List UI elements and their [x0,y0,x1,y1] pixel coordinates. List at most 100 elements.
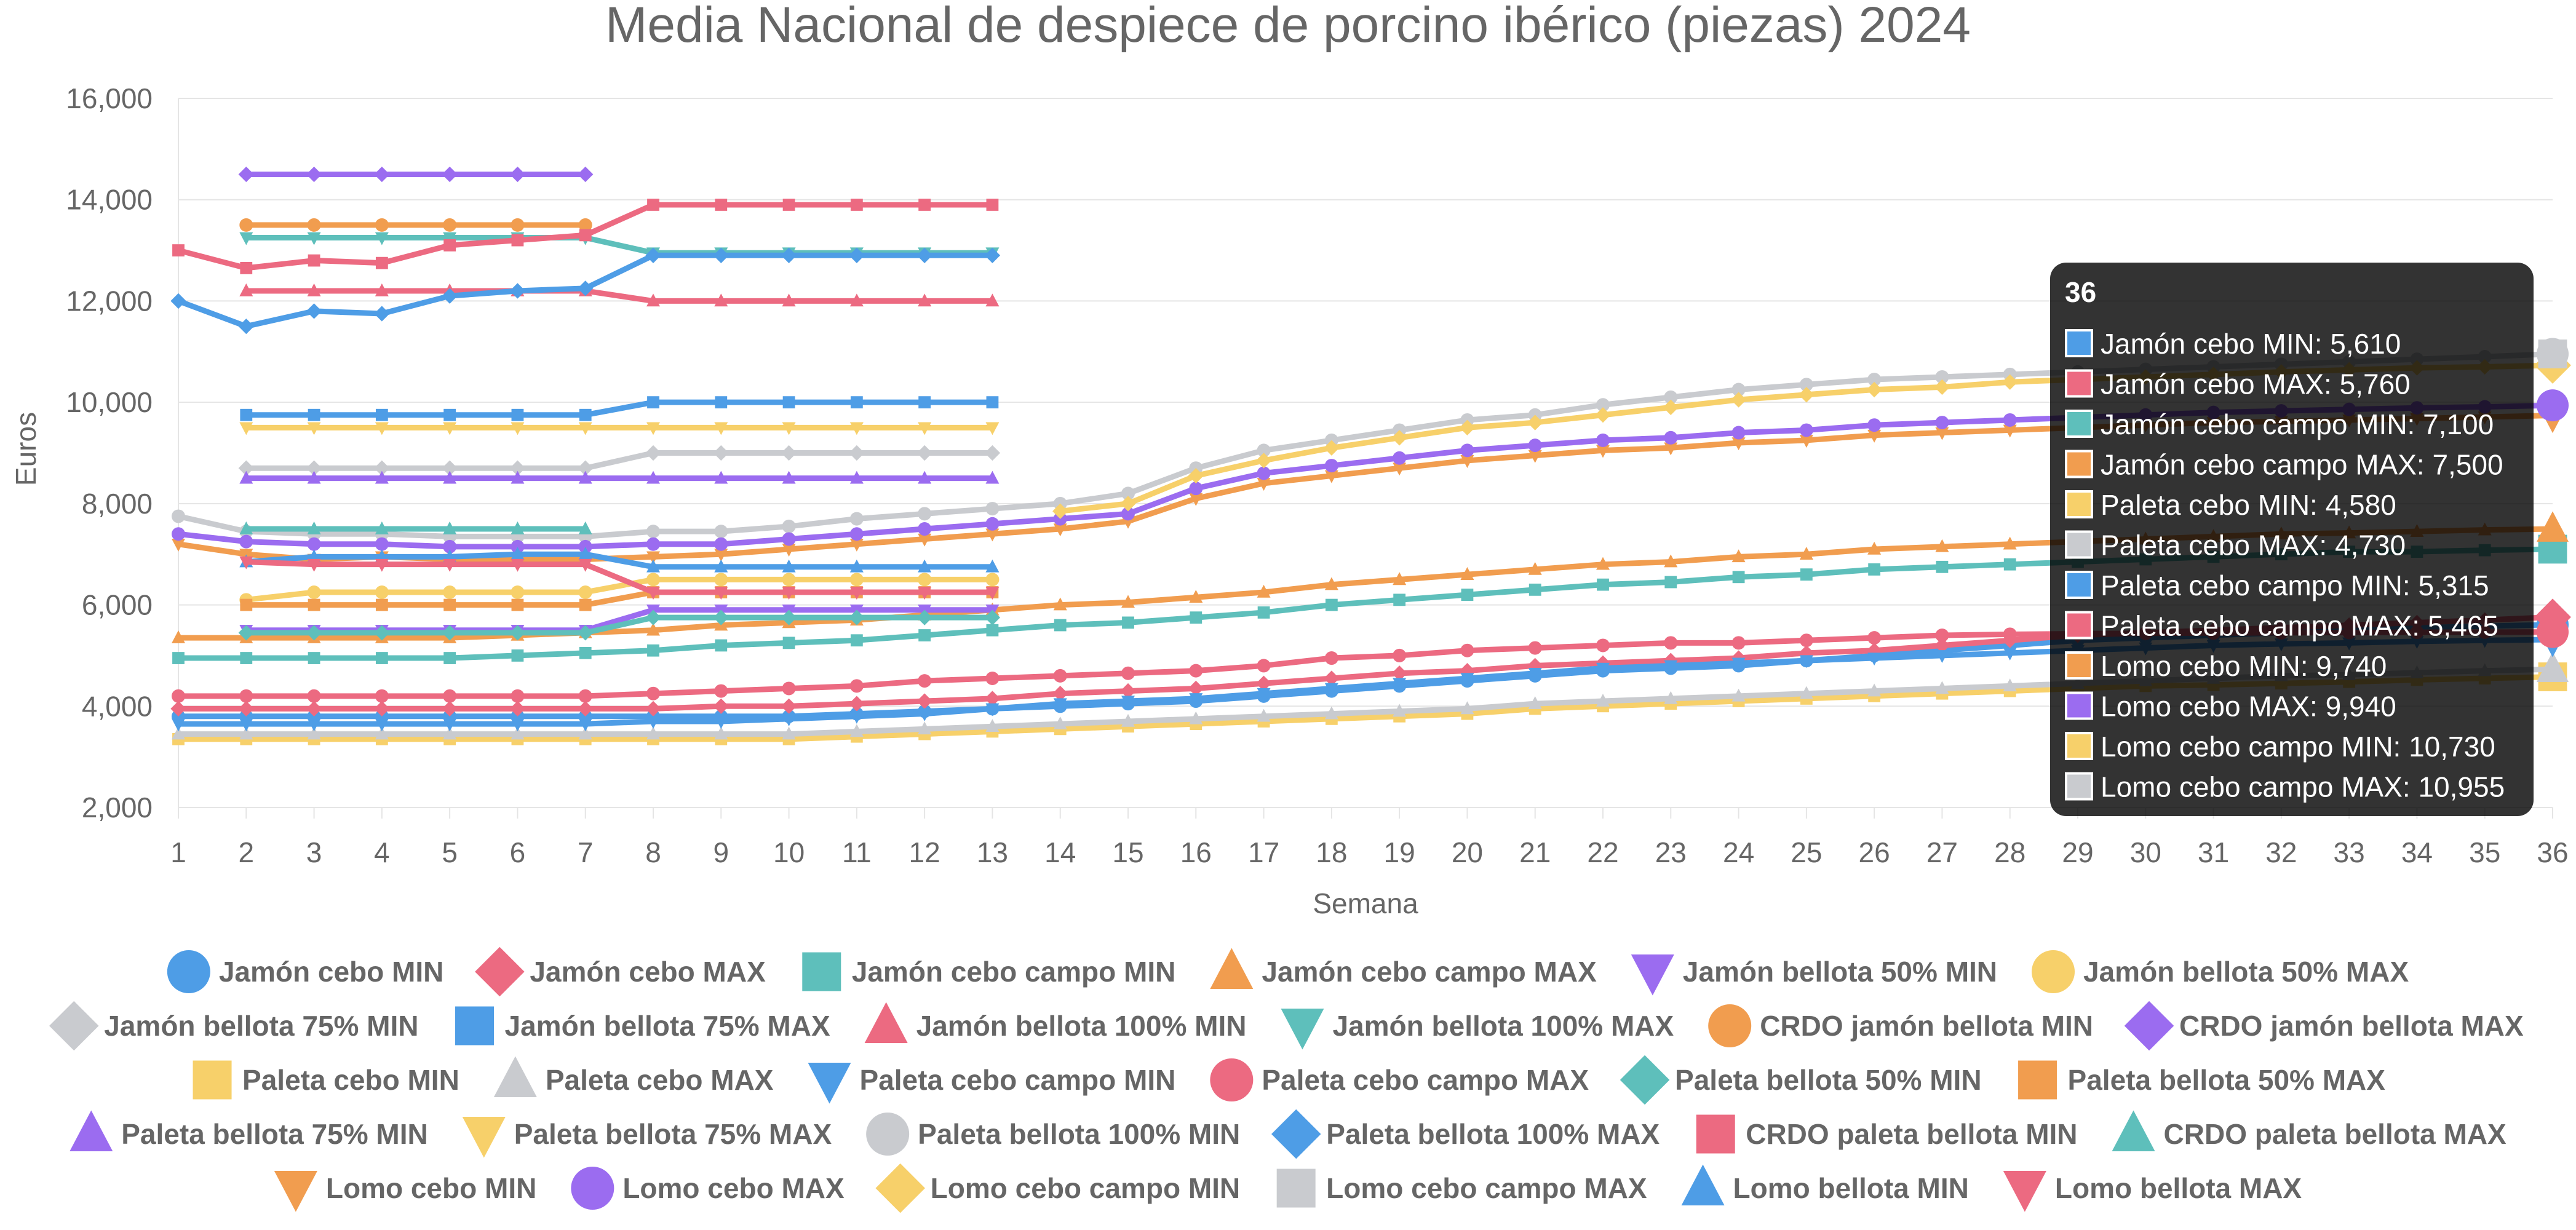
data-point [239,422,253,435]
legend-item-jamon-bellota-75-max[interactable]: Jamón bellota 75% MAX [455,1006,830,1046]
data-point [240,598,253,611]
legend-item-crdo-jamon-bellota-max[interactable]: CRDO jamón bellota MAX [2124,1001,2524,1051]
data-point [1053,669,1067,683]
data-point [1867,429,1882,443]
legend-item-paleta-cebo-max[interactable]: Paleta cebo MAX [493,1056,774,1098]
legend-item-jamon-bellota-100-max[interactable]: Jamón bellota 100% MAX [1281,1009,1674,1050]
legend-item-paleta-bellota-50-min[interactable]: Paleta bellota 50% MIN [1620,1055,1982,1105]
data-point [509,166,526,183]
data-point [2002,374,2018,390]
data-point [511,558,525,572]
data-point [239,218,253,232]
legend-item-paleta-cebo-campo-min[interactable]: Paleta cebo campo MIN [808,1063,1176,1104]
data-point [238,460,254,476]
legend-item-paleta-bellota-75-min[interactable]: Paleta bellota 75% MIN [70,1110,428,1152]
data-point [715,639,728,652]
legend-item-lomo-bellota-max[interactable]: Lomo bellota MAX [2003,1171,2302,1212]
legend-item-lomo-cebo-campo-min[interactable]: Lomo cebo campo MIN [875,1163,1240,1213]
legend-marker [2112,1110,2155,1151]
data-point [1121,713,1135,727]
legend-item-crdo-paleta-bellota-max[interactable]: CRDO paleta bellota MAX [2112,1110,2507,1152]
data-point [1324,683,1338,696]
data-point [1528,696,1542,709]
legend-item-crdo-paleta-bellota-min[interactable]: CRDO paleta bellota MIN [1696,1114,2078,1154]
data-point [713,247,729,263]
tooltip-swatch [2067,734,2091,758]
data-point [511,649,524,662]
legend-marker [2018,1060,2057,1100]
legend-item-lomo-bellota-min[interactable]: Lomo bellota MIN [1681,1164,1969,1206]
data-point [714,587,728,600]
data-point [714,559,728,573]
x-tick-label: 3 [306,836,322,868]
data-point [306,166,322,183]
data-point [307,283,321,296]
data-point [2003,424,2017,438]
legend-marker [808,1063,851,1104]
legend-marker [866,1113,910,1156]
legend-marker [493,1056,537,1097]
legend-item-paleta-bellota-100-max[interactable]: Paleta bellota 100% MAX [1271,1109,1660,1159]
tooltip-swatch [2067,573,2091,597]
legend-item-jamon-cebo-campo-max[interactable]: Jamón cebo campo MAX [1210,948,1597,990]
legend-item-crdo-jamon-bellota-min[interactable]: CRDO jamón bellota MIN [1708,1004,2093,1047]
data-point [849,538,864,552]
data-point [578,280,594,296]
legend-marker [1631,954,1674,996]
legend-item-paleta-bellota-75-max[interactable]: Paleta bellota 75% MAX [462,1117,832,1158]
legend-item-lomo-cebo-campo-max[interactable]: Lomo cebo campo MAX [1276,1168,1647,1208]
legend-item-paleta-bellota-100-min[interactable]: Paleta bellota 100% MIN [866,1113,1240,1156]
data-point [375,726,389,740]
data-point [1799,435,1813,448]
tooltip-item: Jamón cebo campo MAX: 7,500 [2101,449,2503,481]
legend-label: Jamón bellota 100% MIN [916,1010,1247,1042]
data-point [918,507,932,521]
data-point [849,679,864,693]
y-tick-label: 14,000 [66,184,153,216]
data-point [986,396,999,409]
data-point [374,700,390,717]
data-point [1391,430,1407,446]
x-tick-label: 15 [1112,836,1143,868]
data-point [782,726,796,740]
data-point [443,239,456,252]
legend-item-jamon-cebo-min[interactable]: Jamón cebo MIN [167,950,444,993]
data-point [782,293,796,307]
data-point [1799,547,1813,560]
data-point [172,630,185,643]
legend-item-jamon-bellota-50-max[interactable]: Jamón bellota 50% MAX [2032,950,2409,993]
data-point [646,686,660,700]
legend-item-jamon-bellota-50-min[interactable]: Jamón bellota 50% MIN [1631,954,1997,996]
x-tick-label: 6 [510,836,526,868]
legend-item-jamon-cebo-max[interactable]: Jamón cebo MAX [475,946,766,997]
data-point [375,232,389,245]
legend-item-lomo-cebo-min[interactable]: Lomo cebo MIN [274,1171,536,1212]
data-point [1664,442,1678,456]
legend-item-paleta-cebo-min[interactable]: Paleta cebo MIN [193,1060,459,1100]
legend-item-jamon-bellota-75-min[interactable]: Jamón bellota 75% MIN [49,1001,419,1051]
legend-label: Jamón cebo MAX [530,956,766,988]
y-axis-ticks: 2,000 4,000 6,000 8,000 10,000 12,000 14,000 16… [66,82,153,823]
legend-item-jamon-bellota-100-min[interactable]: Jamón bellota 100% MIN [864,1002,1247,1044]
legend-item-lomo-cebo-max[interactable]: Lomo cebo MAX [571,1167,845,1210]
series-paleta-bellota-75-max [239,422,1000,435]
data-point [307,689,321,703]
x-tick-label: 17 [1248,836,1279,868]
tooltip-swatch [2067,694,2091,718]
data-point [1257,466,1271,480]
x-tick-label: 4 [374,836,390,868]
data-point [849,422,864,435]
series-jamon-bellota-100-min [239,283,1000,307]
legend-item-paleta-cebo-campo-max[interactable]: Paleta cebo campo MAX [1210,1058,1589,1101]
data-point [306,625,322,641]
data-point [307,718,321,732]
legend-label: Lomo bellota MAX [2055,1172,2302,1204]
x-tick-label: 34 [2401,836,2433,868]
data-point [782,422,796,435]
data-point [1799,686,1813,699]
legend-item-jamon-cebo-campo-min[interactable]: Jamón cebo campo MIN [802,952,1175,991]
data-point [781,247,797,263]
legend-item-paleta-bellota-50-max[interactable]: Paleta bellota 50% MAX [2018,1060,2385,1100]
data-point [918,708,932,721]
